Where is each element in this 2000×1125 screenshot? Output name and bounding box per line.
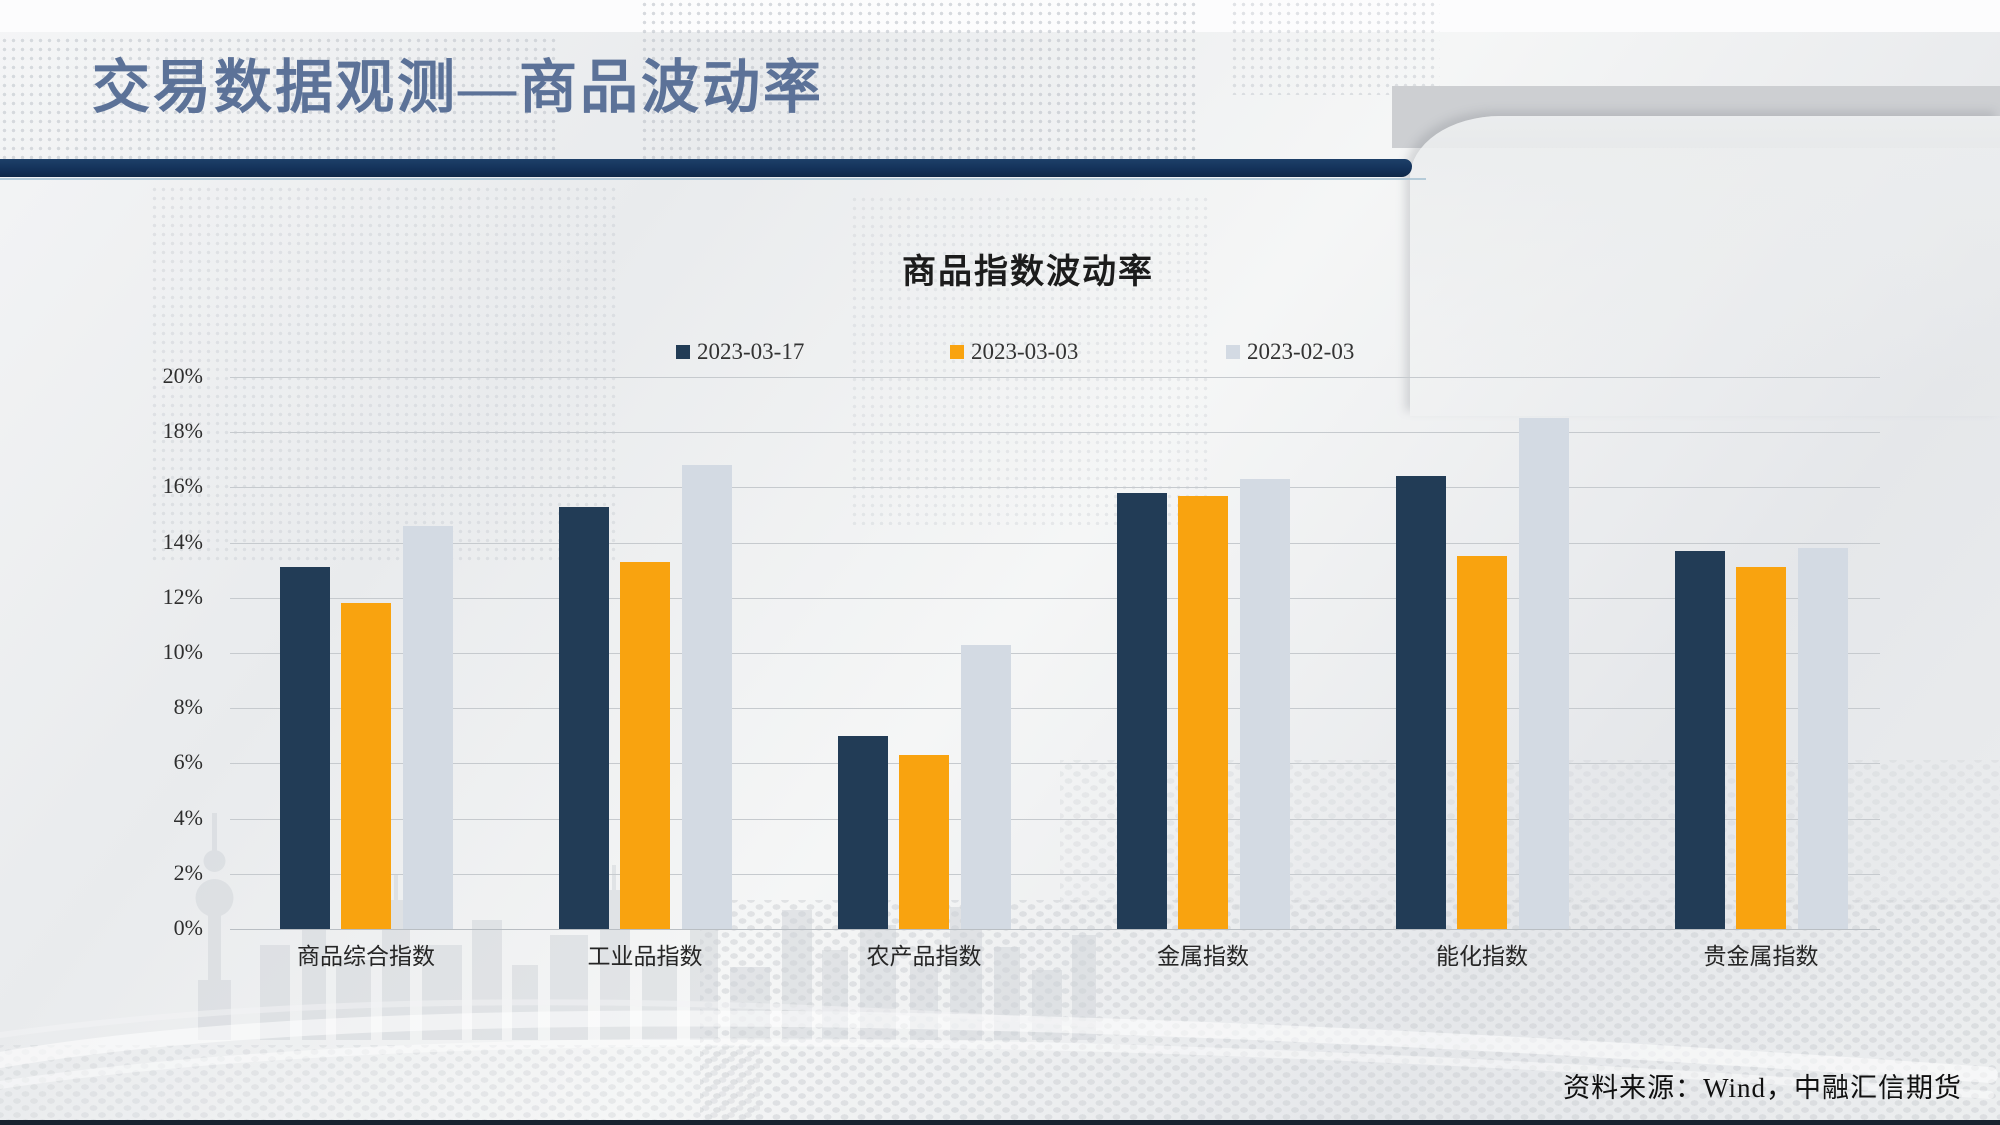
x-axis-category-label: 贵金属指数 [1703,944,1819,969]
bar-2023-03-17-金属指数 [1117,492,1167,929]
y-axis-tick-label: 10% [162,639,203,664]
bar-2023-02-03-贵金属指数 [1798,548,1848,929]
x-axis-category-label: 金属指数 [1157,944,1249,969]
legend-item-1: 2023-03-17 [676,339,804,365]
worldmap-dots-top-left [0,36,560,160]
y-axis-tick-label: 16% [162,473,203,499]
gridline [230,818,1880,820]
legend-swatch-lightblue [1226,345,1240,359]
bar-2023-03-03-工业品指数 [620,561,670,929]
source-note: 资料来源：Wind，中融汇信期货 [1563,1073,1962,1103]
y-axis-tick-label: 20% [162,363,203,388]
bar-2023-02-03-金属指数 [1240,479,1290,929]
y-axis-tick-label: 6% [173,749,203,775]
worldmap-dots-mid-right [850,195,1210,525]
y-axis-tick-label: 0% [173,915,203,940]
legend-swatch-navy [676,345,690,359]
x-axis-category-label: 能化指数 [1436,944,1528,969]
bar-2023-03-03-能化指数 [1457,556,1507,929]
chart-title: 商品指数波动率 [902,254,1154,291]
y-axis-tick-label: 4% [173,804,203,830]
bar-2023-02-03-能化指数 [1519,418,1569,929]
bar-2023-03-03-金属指数 [1178,495,1228,929]
bar-2023-03-17-能化指数 [1396,476,1446,929]
legend-label-3: 2023-02-03 [1247,339,1355,364]
x-axis-category-label: 农产品指数 [866,944,982,969]
bar-2023-02-03-工业品指数 [682,465,732,929]
legend-label-2: 2023-03-03 [971,339,1079,364]
gridline [230,542,1880,544]
top-right-page-corner [1410,116,2000,416]
worldmap-dots-top-center [640,0,1200,160]
plot-area: 0% 2% 4% 6% 8% 10% 12% 14% 16% 18% 20% 商品综合指数 工业品指数 农… [163,363,1880,969]
gridline [230,929,1880,930]
x-axis-category-label: 工业品指数 [587,944,703,969]
legend-label-1: 2023-03-17 [697,339,805,364]
gridline [230,873,1880,875]
light-sweep-curves [0,940,2000,1125]
y-axis-tick-label: 8% [173,694,203,720]
gridline [230,377,1880,378]
bar-2023-02-03-商品综合指数 [403,526,453,929]
y-axis-tick-label: 12% [162,583,203,609]
legend-item-3: 2023-02-03 [1226,339,1354,365]
bar-2023-03-17-农产品指数 [838,735,888,929]
header-divider-bar [0,159,1412,177]
gridline [230,597,1880,599]
bar-2023-03-03-商品综合指数 [341,603,391,929]
bar-2023-03-17-商品综合指数 [280,567,330,929]
gridline [230,487,1880,489]
slide-bottom-edge [0,1120,2000,1125]
gridline [230,763,1880,765]
worldmap-dots-top-right [1230,0,1440,95]
bar-2023-03-17-工业品指数 [559,506,609,929]
y-axis-tick-label: 2% [173,859,203,885]
y-axis-tick-label: 14% [162,528,203,554]
bar-2023-03-03-农产品指数 [899,755,949,929]
legend-item-2: 2023-03-03 [950,339,1078,365]
gridline [230,708,1880,710]
x-axis-category-label: 商品综合指数 [297,944,435,969]
y-axis-tick-label: 18% [162,418,203,444]
header-divider-underline [0,178,1426,180]
gridline [230,653,1880,654]
honeycomb-dots-bottom-left [0,1045,760,1121]
worldmap-dots-mid-left [150,185,620,565]
page-title: 交易数据观测—商品波动率 [92,55,825,120]
legend-swatch-orange [950,345,964,359]
bar-2023-03-03-贵金属指数 [1736,567,1786,929]
bar-2023-02-03-农产品指数 [961,644,1011,929]
bar-2023-03-17-贵金属指数 [1675,550,1725,929]
gridline [230,432,1880,434]
